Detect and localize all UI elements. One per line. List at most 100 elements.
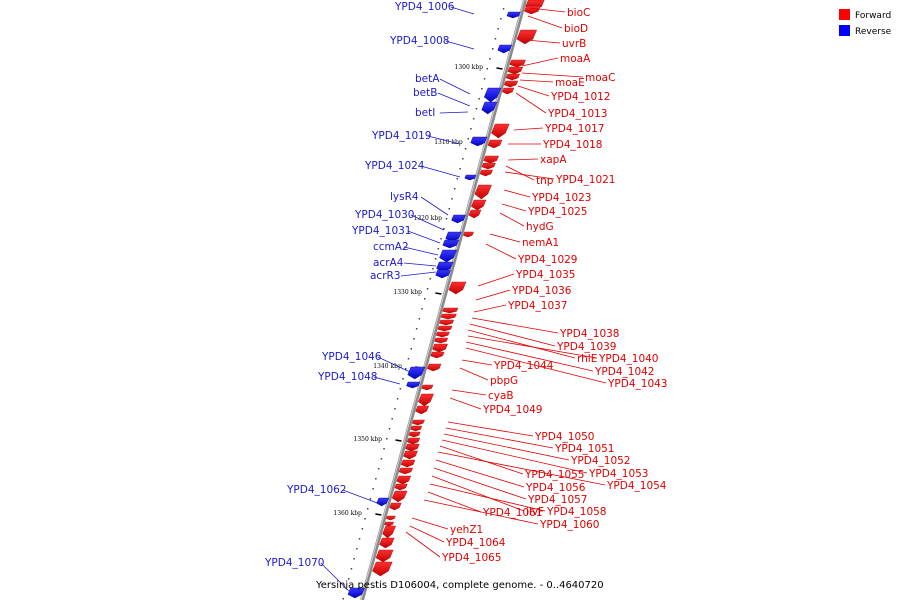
gene-shape — [434, 337, 449, 344]
forward-gene-leader — [431, 475, 525, 512]
reverse-gene-label: YPD4_1070 — [264, 557, 324, 569]
reverse-gene-label: YPD4_1008 — [389, 35, 449, 47]
minor-tick — [418, 318, 421, 320]
reverse-gene-leader — [420, 196, 449, 216]
forward-gene-glyph — [405, 443, 420, 452]
reverse-gene-label: YPD4_1062 — [286, 484, 346, 496]
reverse-gene-leader — [407, 230, 441, 244]
forward-gene-label: uvrB — [562, 38, 586, 50]
reverse-gene-label: YPD4_1048 — [317, 371, 377, 383]
reverse-gene-glyph — [439, 249, 457, 263]
forward-gene-leader — [473, 304, 507, 313]
forward-gene-label: YPD4_1052 — [570, 455, 630, 467]
forward-gene-glyph — [474, 184, 492, 200]
forward-gene-leader — [467, 335, 598, 359]
minor-tick — [502, 8, 505, 10]
gene-shape — [483, 155, 499, 164]
gene-shape — [408, 431, 421, 438]
gene-shape — [405, 443, 420, 452]
gene-shape — [440, 313, 457, 320]
reverse-gene-label: acrA4 — [373, 257, 404, 269]
forward-gene-glyph — [415, 405, 430, 415]
minor-tick — [475, 108, 478, 110]
minor-tick — [413, 338, 415, 340]
minor-tick — [489, 58, 491, 60]
forward-gene-glyph — [471, 199, 487, 211]
reverse-gene-leader — [445, 40, 475, 50]
minor-tick — [353, 558, 355, 560]
reverse-gene-label: lysR4 — [390, 191, 419, 203]
gene-shape — [406, 381, 421, 389]
forward-gene-label: YPD4_1038 — [559, 328, 619, 340]
reverse-gene-label: betB — [413, 87, 437, 99]
reverse-gene-label: betI — [415, 107, 435, 119]
forward-gene-glyph — [403, 450, 418, 460]
gene-shape — [410, 425, 423, 432]
forward-gene-label: nemA1 — [522, 237, 559, 249]
forward-gene-glyph — [408, 431, 421, 438]
forward-gene-glyph — [426, 363, 442, 372]
forward-gene-glyph — [509, 59, 526, 68]
forward-gene-label: moaE — [555, 77, 585, 89]
minor-tick — [348, 578, 350, 580]
gene-shape — [439, 319, 454, 326]
forward-gene-leader — [409, 525, 445, 543]
forward-gene-label: YPD4_1057 — [527, 494, 587, 506]
reverse-gene-leader — [342, 489, 381, 505]
reverse-gene-label: YPD4_1019 — [371, 130, 431, 142]
forward-gene-label: YPD4_1054 — [606, 480, 667, 492]
gene-shape — [463, 231, 474, 238]
forward-gene-label: hydG — [526, 221, 554, 233]
forward-gene-label: YPD4_1036 — [511, 285, 572, 297]
minor-tick — [440, 238, 442, 240]
gene-shape — [497, 44, 513, 54]
tick-layer: 1300 kbp 1310 kbp 1320 kbp 1330 kbp 1340 kbp… — [333, 8, 505, 600]
forward-gene-label: YPD4_1025 — [527, 206, 587, 218]
forward-gene-glyph — [439, 319, 454, 326]
minor-tick — [391, 418, 393, 420]
legend-label-forward: Forward — [855, 11, 891, 21]
forward-gene-leader — [423, 499, 539, 525]
minor-tick — [467, 138, 469, 140]
reverse-gene-leader — [320, 562, 351, 593]
forward-gene-glyph — [442, 307, 459, 314]
forward-gene-leader — [525, 39, 561, 44]
minor-tick — [448, 208, 450, 210]
forward-gene-label: yehZ1 — [450, 524, 483, 536]
forward-gene-leader — [503, 189, 531, 198]
gene-shape — [432, 343, 448, 353]
gene-shape — [516, 29, 538, 45]
forward-gene-label: YPD4_1043 — [607, 378, 667, 390]
forward-gene-leader — [439, 445, 524, 475]
forward-gene-leader — [521, 72, 584, 78]
forward-gene-label: YPD4_1037 — [507, 300, 567, 312]
gene-shape — [379, 537, 395, 549]
forward-gene-glyph — [430, 351, 445, 359]
minor-tick — [364, 518, 366, 520]
forward-gene-glyph — [503, 80, 519, 88]
forward-gene-leader — [475, 289, 511, 301]
gene-shape — [421, 384, 434, 391]
reverse-gene-glyph — [407, 366, 426, 380]
forward-gene-leader — [437, 451, 606, 486]
forward-gene-label: YPD4_1056 — [525, 482, 586, 494]
forward-gene-leader — [449, 397, 482, 410]
minor-tick — [478, 98, 480, 100]
minor-tick — [415, 328, 418, 330]
forward-gene-label: xapA — [540, 154, 567, 166]
reverse-gene-leader — [427, 135, 461, 145]
forward-gene-leader — [501, 203, 527, 212]
forward-gene-label: YPD4_1013 — [547, 108, 607, 120]
forward-gene-glyph — [386, 515, 396, 521]
forward-gene-leader — [433, 467, 527, 500]
forward-gene-label: YPD4_1061 — [482, 507, 542, 519]
forward-gene-glyph — [411, 419, 425, 426]
forward-gene-label: bioC — [567, 7, 590, 19]
tick-label: 1300 kbp — [455, 64, 484, 71]
forward-gene-glyph — [406, 437, 421, 445]
tick-label: 1360 kbp — [333, 510, 362, 517]
minor-tick — [494, 38, 497, 40]
gene-shape — [505, 73, 520, 81]
forward-gene-leader — [411, 517, 449, 530]
